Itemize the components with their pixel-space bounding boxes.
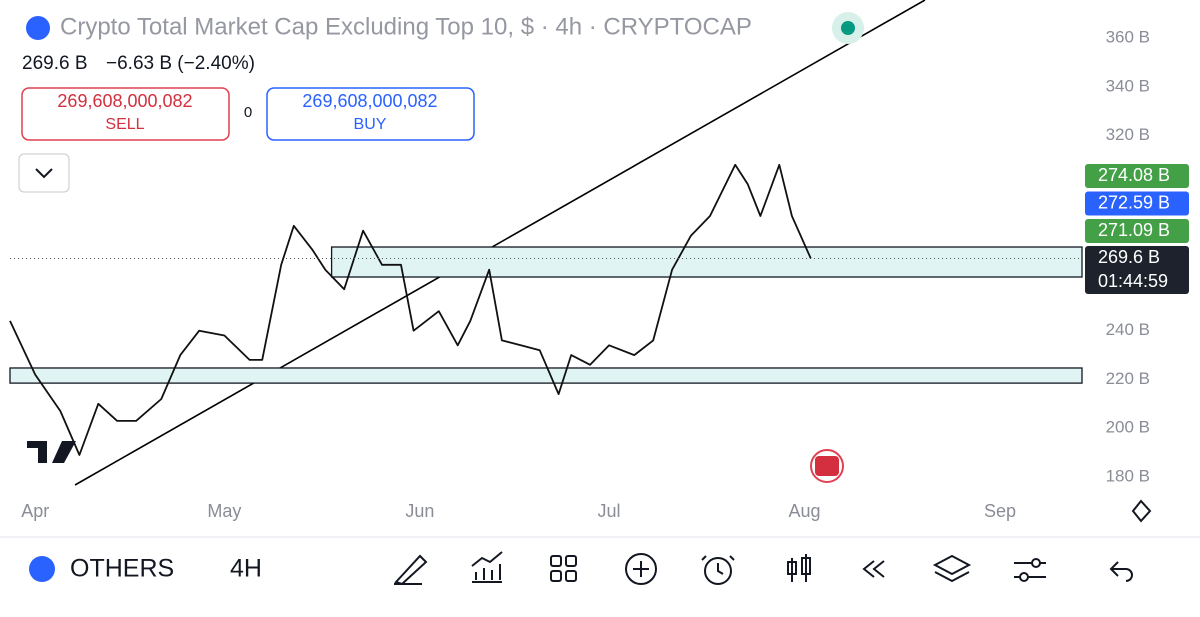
symbol[interactable]: OTHERS (70, 555, 174, 583)
price-tag (1085, 191, 1189, 216)
buy-label: BUY (354, 116, 387, 133)
price-tag (1085, 219, 1189, 243)
y-tick-label: 220 B (1106, 369, 1150, 388)
collapse-button[interactable] (18, 153, 70, 193)
undo-icon[interactable] (1109, 561, 1133, 582)
zone (9, 367, 1083, 384)
x-tick-label: Aug (789, 501, 821, 521)
flag-icon (815, 456, 839, 476)
price-tag-label: 272.59 B (1098, 192, 1170, 212)
sell-price: 269,608,000,082 (57, 91, 192, 111)
trend-line (74, 0, 926, 486)
x-tick-label: Apr (21, 501, 49, 521)
price-tag (1085, 164, 1189, 188)
chevron-icon (35, 168, 53, 179)
sell-button[interactable] (21, 87, 230, 141)
y-tick-label: 200 B (1106, 418, 1150, 437)
buy-price: 269,608,000,082 (302, 91, 437, 111)
logo (26, 16, 50, 40)
price-tag-label: 271.09 B (1098, 220, 1170, 240)
x-tick-label: Jul (598, 501, 621, 521)
tv-logo (27, 441, 76, 463)
alert-icon[interactable] (704, 557, 732, 585)
replay-icon[interactable] (862, 560, 885, 578)
price-tag (1085, 246, 1189, 294)
plot: 360 B 340 B 320 B 240 B 220 B 200 B 180 B Apr Ma… (9, 27, 1189, 521)
price-line (9, 163, 812, 456)
x-tick-label: Sep (984, 501, 1016, 521)
price: 269.6 B (22, 53, 88, 74)
draw-icon[interactable] (394, 554, 428, 586)
x-tick-label: May (207, 501, 241, 521)
symbol-logo (29, 556, 55, 582)
layout-icon[interactable] (550, 555, 562, 567)
change: −6.63 B (−2.40%) (106, 53, 255, 74)
x-tick-label: Jun (405, 501, 434, 521)
y-tick-label: 240 B (1106, 320, 1150, 339)
toolbar-icons (394, 551, 1133, 586)
add-icon[interactable] (625, 553, 657, 585)
status-dot (841, 21, 855, 35)
price-tag-label: 274.08 B (1098, 165, 1170, 185)
y-tick-label: 180 B (1106, 466, 1150, 485)
y-tick-label: 360 B (1106, 27, 1150, 46)
interval[interactable]: 4H (230, 555, 262, 583)
buy-button[interactable] (266, 87, 475, 141)
countdown: 01:44:59 (1098, 271, 1168, 291)
indicators-icon[interactable] (471, 551, 503, 583)
settings-icon[interactable] (1131, 499, 1152, 523)
price-tag-label: 269.6 B (1098, 247, 1160, 267)
y-tick-label: 320 B (1106, 125, 1150, 144)
title: Crypto Total Market Cap Excluding Top 10… (60, 13, 752, 40)
spread: 0 (244, 104, 252, 121)
zone (330, 246, 1083, 278)
sell-label: SELL (105, 116, 144, 133)
layers-icon[interactable] (932, 554, 972, 583)
y-tick-label: 340 B (1106, 76, 1150, 95)
